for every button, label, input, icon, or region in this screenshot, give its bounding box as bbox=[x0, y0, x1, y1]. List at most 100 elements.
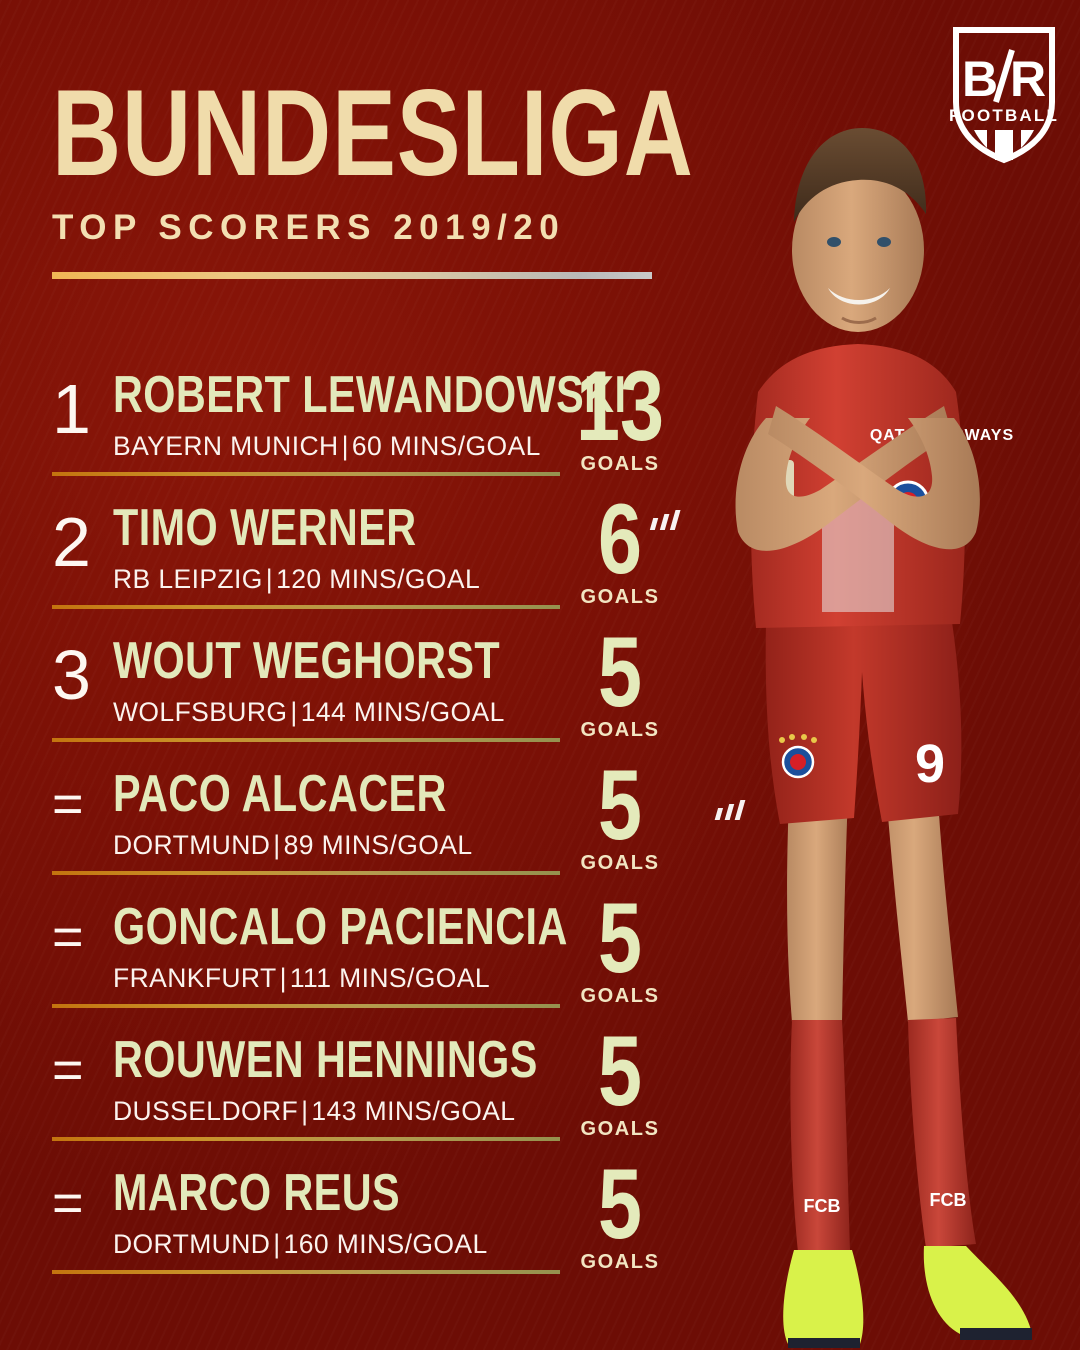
jersey-adidas-icon bbox=[649, 510, 681, 530]
goals-block: 5 GOALS bbox=[560, 883, 680, 1008]
player-hair bbox=[794, 128, 927, 222]
player-meta: FRANKFURT | 111 MINS/GOAL bbox=[113, 963, 558, 994]
adidas-logo-icon bbox=[714, 800, 746, 820]
goals-label: GOALS bbox=[580, 985, 660, 1008]
rank-number: = bbox=[52, 907, 84, 967]
row-divider bbox=[52, 605, 560, 609]
page-subtitle: TOP SCORERS 2019/20 bbox=[52, 207, 566, 247]
row-text: MARCO REUS DORTMUND | 160 MINS/GOAL bbox=[113, 1166, 558, 1260]
logo-subtext: FOOTBALL bbox=[950, 106, 1058, 125]
logo-stripe-center bbox=[995, 130, 1013, 160]
minutes-per-goal: 144 MINS/GOAL bbox=[300, 697, 505, 727]
rank-number: 3 bbox=[52, 636, 91, 714]
club-name: BAYERN MUNICH bbox=[113, 431, 339, 461]
goals-label: GOALS bbox=[580, 852, 660, 875]
goals-label: GOALS bbox=[580, 719, 660, 742]
goals-count: 6 bbox=[597, 484, 642, 595]
row-divider bbox=[52, 1137, 560, 1141]
meta-separator: | bbox=[290, 697, 298, 727]
club-name: RB LEIPZIG bbox=[113, 564, 263, 594]
goals-block: 6 GOALS bbox=[560, 484, 680, 609]
club-name: WOLFSBURG bbox=[113, 697, 288, 727]
minutes-per-goal: 160 MINS/GOAL bbox=[283, 1229, 488, 1259]
row-text: ROUWEN HENNINGS DUSSELDORF | 143 MINS/GOAL bbox=[113, 1033, 558, 1127]
row-divider bbox=[52, 472, 560, 476]
meta-separator: | bbox=[273, 1229, 281, 1259]
goals-block: 5 GOALS bbox=[560, 1022, 680, 1141]
minutes-per-goal: 89 MINS/GOAL bbox=[283, 830, 473, 860]
row-text: GONCALO PACIENCIA FRANKFURT | 111 MINS/GOA… bbox=[113, 896, 568, 994]
meta-separator: | bbox=[301, 1096, 309, 1126]
goals-label: GOALS bbox=[580, 586, 660, 609]
club-name: DORTMUND bbox=[113, 830, 271, 860]
boot-left-icon bbox=[783, 1250, 864, 1344]
club-name: FRANKFURT bbox=[113, 963, 277, 993]
club-name: DORTMUND bbox=[113, 1229, 271, 1259]
goals-block: 5 GOALS bbox=[560, 750, 680, 875]
player-name: ROBERT LEWANDOWSKI bbox=[113, 364, 627, 423]
player-name: MARCO REUS bbox=[113, 1162, 401, 1221]
player-photo: 9 QATAR AIRWAYS bbox=[646, 62, 1080, 1350]
goals-block: 5 GOALS bbox=[560, 1149, 680, 1274]
player-name: PACO ALCACER bbox=[113, 763, 447, 822]
player-meta: WOLFSBURG | 144 MINS/GOAL bbox=[113, 697, 558, 728]
goals-count: 5 bbox=[597, 750, 642, 861]
player-name: ROUWEN HENNINGS bbox=[113, 1029, 538, 1088]
row-text: PACO ALCACER DORTMUND | 89 MINS/GOAL bbox=[113, 767, 558, 861]
table-row: 1 ROBERT LEWANDOWSKI BAYERN MUNICH | 60 MI… bbox=[0, 351, 700, 493]
player-meta: RB LEIPZIG | 120 MINS/GOAL bbox=[113, 564, 558, 595]
header: BUNDESLIGA TOP SCORERS 2019/20 bbox=[52, 65, 694, 279]
player-name: TIMO WERNER bbox=[113, 497, 417, 556]
header-divider bbox=[52, 271, 652, 279]
sock-text-right: FCB bbox=[930, 1190, 967, 1210]
player-name: WOUT WEGHORST bbox=[113, 630, 501, 689]
player-name: GONCALO PACIENCIA bbox=[113, 896, 568, 955]
row-text: ROBERT LEWANDOWSKI BAYERN MUNICH | 60 MINS… bbox=[113, 364, 627, 462]
rank-number: = bbox=[52, 774, 84, 834]
goals-label: GOALS bbox=[580, 1118, 660, 1141]
goals-block: 13 GOALS bbox=[560, 351, 680, 476]
logo-stripe-left bbox=[974, 130, 987, 148]
logo-letter-b: B bbox=[962, 51, 998, 107]
page-title: BUNDESLIGA bbox=[52, 65, 694, 202]
row-text: TIMO WERNER RB LEIPZIG | 120 MINS/GOAL bbox=[113, 501, 558, 595]
player-meta: DUSSELDORF | 143 MINS/GOAL bbox=[113, 1096, 558, 1127]
goals-label: GOALS bbox=[580, 453, 660, 476]
goals-block: 5 GOALS bbox=[560, 617, 680, 742]
row-divider bbox=[52, 871, 560, 875]
br-football-logo: B R FOOTBALL bbox=[949, 24, 1058, 164]
table-row: = MARCO REUS DORTMUND | 160 MINS/GOAL 5 GO… bbox=[0, 1149, 700, 1291]
rank-number: 2 bbox=[52, 503, 91, 581]
scorer-list: 1 ROBERT LEWANDOWSKI BAYERN MUNICH | 60 MI… bbox=[0, 351, 700, 1291]
lewandowski-illustration: 9 QATAR AIRWAYS bbox=[649, 128, 1032, 1348]
boot-right-icon bbox=[923, 1246, 1032, 1334]
player-meta: BAYERN MUNICH | 60 MINS/GOAL bbox=[113, 431, 558, 462]
kit-number: 9 bbox=[915, 734, 945, 794]
logo-letter-r: R bbox=[1010, 51, 1046, 107]
row-divider bbox=[52, 1004, 560, 1008]
row-divider bbox=[52, 1270, 560, 1274]
rank-number: = bbox=[52, 1040, 84, 1100]
player-head bbox=[792, 168, 924, 332]
minutes-per-goal: 120 MINS/GOAL bbox=[276, 564, 481, 594]
goals-count: 13 bbox=[575, 351, 665, 462]
club-name: DUSSELDORF bbox=[113, 1096, 299, 1126]
table-row: 3 WOUT WEGHORST WOLFSBURG | 144 MINS/GOAL … bbox=[0, 617, 700, 759]
table-row: = PACO ALCACER DORTMUND | 89 MINS/GOAL 5 G… bbox=[0, 750, 700, 892]
goals-label: GOALS bbox=[580, 1251, 660, 1274]
row-divider bbox=[52, 738, 560, 742]
meta-separator: | bbox=[279, 963, 287, 993]
minutes-per-goal: 60 MINS/GOAL bbox=[351, 431, 541, 461]
meta-separator: | bbox=[265, 564, 274, 594]
goals-count: 5 bbox=[597, 617, 642, 728]
table-row: 2 TIMO WERNER RB LEIPZIG | 120 MINS/GOAL 6… bbox=[0, 484, 700, 626]
minutes-per-goal: 111 MINS/GOAL bbox=[289, 963, 490, 993]
goals-count: 5 bbox=[597, 1149, 642, 1260]
row-text: WOUT WEGHORST WOLFSBURG | 144 MINS/GOAL bbox=[113, 634, 558, 728]
player-meta: DORTMUND | 89 MINS/GOAL bbox=[113, 830, 558, 861]
rank-number: 1 bbox=[52, 370, 91, 448]
table-row: = ROUWEN HENNINGS DUSSELDORF | 143 MINS/GO… bbox=[0, 1022, 700, 1158]
rank-number: = bbox=[52, 1173, 84, 1233]
goals-count: 5 bbox=[597, 883, 642, 994]
